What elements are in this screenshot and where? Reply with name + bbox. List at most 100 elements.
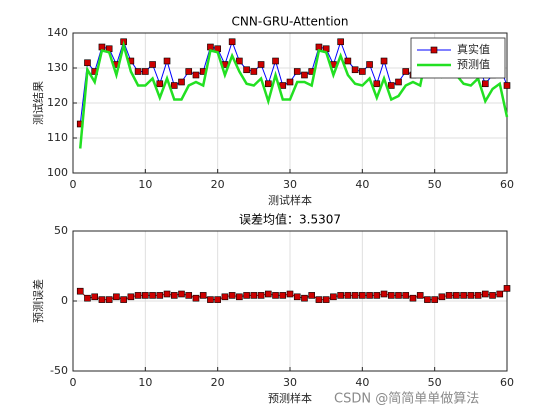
marker [315, 43, 323, 51]
marker [98, 296, 106, 303]
marker [395, 78, 402, 86]
marker [170, 292, 178, 299]
x-axis-label: 测试样本 [268, 193, 312, 207]
marker [105, 296, 113, 303]
marker [76, 287, 84, 295]
watermark: CSDN @简简单单做算法 [334, 391, 479, 407]
marker [236, 57, 243, 65]
marker [359, 68, 366, 75]
chart-title: CNN-GRU-Attention [232, 15, 349, 29]
marker [272, 292, 279, 299]
axes-box [72, 32, 508, 174]
marker [84, 59, 91, 67]
marker [409, 294, 417, 302]
x-tick-label: 60 [500, 178, 514, 191]
marker [286, 290, 294, 298]
marker [387, 292, 395, 299]
legend-box [410, 37, 506, 79]
marker [337, 38, 344, 46]
marker [250, 68, 258, 75]
marker [228, 292, 236, 299]
marker [359, 292, 366, 299]
marker [221, 293, 229, 301]
marker [460, 292, 467, 299]
marker [178, 290, 185, 298]
x-tick-label: 40 [355, 376, 369, 389]
marker [337, 292, 344, 299]
marker [192, 71, 200, 79]
x-tick-label: 30 [283, 178, 297, 191]
chart-title: 误差均值：3.5307 [239, 212, 341, 227]
marker [257, 61, 265, 68]
marker [351, 292, 359, 299]
marker [236, 293, 243, 301]
x-tick-label: 30 [283, 376, 297, 389]
marker [279, 82, 287, 89]
marker [156, 292, 164, 299]
marker [142, 68, 149, 75]
marker [373, 80, 381, 88]
x-tick-label: 0 [70, 376, 77, 389]
marker [264, 80, 272, 88]
y-axis-label: 预测误差 [31, 279, 45, 323]
marker [149, 61, 156, 68]
marker [98, 43, 106, 51]
marker [214, 296, 221, 303]
marker [387, 82, 395, 89]
marker [286, 78, 294, 86]
marker [293, 68, 301, 75]
x-tick-label: 50 [428, 178, 442, 191]
marker [257, 292, 265, 299]
marker [228, 38, 236, 46]
x-tick-label: 20 [211, 376, 225, 389]
marker [185, 292, 193, 299]
marker [330, 293, 337, 301]
x-tick-label: 50 [428, 376, 442, 389]
marker [243, 66, 250, 74]
marker [84, 294, 91, 302]
y-tick-label: 110 [47, 131, 68, 144]
x-axis-label: 预测样本 [268, 391, 312, 405]
marker [301, 71, 308, 79]
marker [424, 296, 431, 303]
y-tick-label: 100 [47, 166, 68, 179]
marker [301, 294, 308, 302]
marker [163, 57, 171, 65]
marker [134, 68, 142, 75]
marker [496, 290, 504, 298]
marker [380, 57, 388, 65]
y-tick-label: 120 [47, 96, 68, 109]
marker [192, 294, 200, 302]
x-tick-label: 10 [138, 178, 152, 191]
marker [489, 292, 496, 299]
marker [91, 293, 98, 301]
marker [453, 292, 460, 299]
marker [293, 293, 301, 301]
marker [170, 82, 178, 89]
marker [474, 292, 482, 299]
marker [380, 290, 388, 298]
marker [178, 78, 185, 86]
y-tick-label: 0 [61, 294, 68, 307]
marker [344, 292, 352, 299]
y-tick-label: 50 [54, 224, 68, 237]
marker [322, 296, 330, 303]
marker [163, 290, 171, 298]
marker [149, 292, 156, 299]
marker [264, 290, 272, 298]
legend-label: 预测值 [457, 58, 490, 71]
marker [402, 292, 410, 299]
marker [308, 292, 316, 299]
marker [243, 292, 250, 299]
x-tick-label: 0 [70, 178, 77, 191]
marker [373, 292, 381, 299]
y-tick-label: 140 [47, 26, 68, 39]
marker [127, 293, 135, 301]
marker [503, 285, 511, 292]
legend-marker [430, 46, 438, 54]
x-tick-label: 60 [500, 376, 514, 389]
legend-label: 真实值 [457, 42, 490, 56]
marker [481, 290, 489, 298]
marker [481, 80, 489, 88]
